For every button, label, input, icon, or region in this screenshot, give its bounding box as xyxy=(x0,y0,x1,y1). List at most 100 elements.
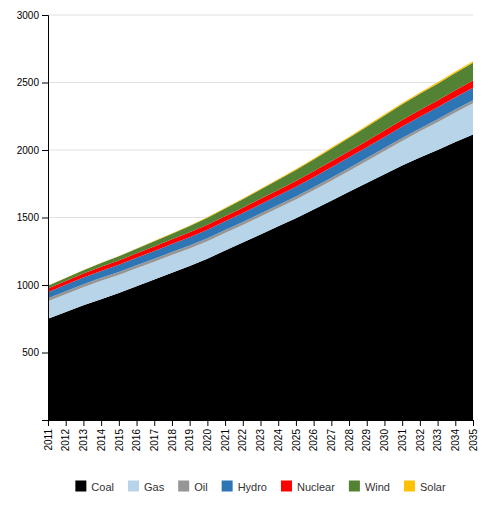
y-tick-label: 3000 xyxy=(17,10,40,21)
x-tick-label: 2014 xyxy=(96,429,107,452)
x-tick: 2026 xyxy=(308,420,319,451)
x-tick: 2030 xyxy=(379,420,390,451)
legend-label: Wind xyxy=(365,481,390,493)
x-tick-mark xyxy=(473,420,474,426)
legend-label: Oil xyxy=(194,481,207,493)
plot: 2011 2012 2013 2014 2015 2016 2017 2018 2019 2020… xyxy=(17,10,479,452)
x-tick-label: 2032 xyxy=(415,429,426,452)
x-tick: 2025 xyxy=(291,420,302,451)
y-tick: 1500 xyxy=(17,212,48,223)
x-tick-mark xyxy=(243,420,244,426)
legend-item: Oil xyxy=(178,481,207,493)
x-tick-label: 2017 xyxy=(149,429,160,452)
x-tick: 2014 xyxy=(96,420,107,451)
y-tick-label: 1000 xyxy=(17,280,40,291)
legend-label: Hydro xyxy=(238,481,267,493)
x-tick: 2028 xyxy=(344,420,355,451)
legend-label: Coal xyxy=(91,481,114,493)
area xyxy=(48,61,473,286)
legend-swatch xyxy=(349,481,360,492)
x-tick-mark xyxy=(190,420,191,426)
x-tick-mark xyxy=(66,420,67,426)
y-tick-label: 2000 xyxy=(17,145,40,156)
x-tick: 2020 xyxy=(202,420,213,451)
x-tick-label: 2020 xyxy=(202,429,213,452)
x-tick-mark xyxy=(154,420,155,426)
y-tick-label: 1500 xyxy=(17,212,40,223)
legend-item: Hydro xyxy=(222,481,267,493)
x-tick-mark xyxy=(207,420,208,426)
areas xyxy=(48,61,473,420)
x-tick: 2031 xyxy=(397,420,408,451)
x-tick-label: 2025 xyxy=(291,429,302,452)
x-tick-mark xyxy=(367,420,368,426)
x-tick-label: 2019 xyxy=(184,429,195,452)
grid-line xyxy=(48,15,473,16)
x-tick-label: 2034 xyxy=(450,429,461,452)
x-tick: 2034 xyxy=(450,420,461,451)
y-tick-mark xyxy=(42,285,48,286)
x-tick-mark xyxy=(137,420,138,426)
x-tick-mark xyxy=(331,420,332,426)
x-tick-label: 2013 xyxy=(78,429,89,452)
x-tick-label: 2022 xyxy=(237,429,248,452)
x-tick: 2019 xyxy=(184,420,195,451)
legend-swatch xyxy=(281,481,292,492)
x-tick: 2032 xyxy=(415,420,426,451)
x-tick-label: 2021 xyxy=(220,429,231,452)
y-tick-mark xyxy=(42,15,48,16)
x-tick-label: 2023 xyxy=(255,429,266,452)
x-tick-mark xyxy=(402,420,403,426)
legend-item: Nuclear xyxy=(281,481,335,493)
y-tick-mark xyxy=(42,353,48,354)
legend-item: Gas xyxy=(128,481,165,493)
y-tick: 3000 xyxy=(17,10,48,21)
x-tick-label: 2035 xyxy=(468,429,479,452)
x-tick-mark xyxy=(455,420,456,426)
y-tick: 2000 xyxy=(17,145,48,156)
legend-swatch xyxy=(75,481,86,492)
legend-swatch xyxy=(404,481,415,492)
y-tick-mark xyxy=(42,218,48,219)
legend-item: Coal xyxy=(75,481,114,493)
y-axis: 500 1000 1500 2000 2500 3000 xyxy=(17,10,49,421)
x-tick: 2011 xyxy=(43,420,54,451)
legend-label: Solar xyxy=(420,481,446,493)
x-tick-label: 2016 xyxy=(131,429,142,452)
x-tick-mark xyxy=(296,420,297,426)
area xyxy=(48,63,473,289)
x-tick: 2024 xyxy=(273,420,284,451)
y-tick: 2500 xyxy=(17,77,48,88)
x-axis: 2011 2012 2013 2014 2015 2016 2017 2018 2019 2020… xyxy=(43,420,479,451)
x-tick-label: 2027 xyxy=(326,429,337,452)
x-tick: 2033 xyxy=(432,420,443,451)
x-tick: 2021 xyxy=(220,420,231,451)
legend-swatch xyxy=(178,481,189,492)
y-axis-line xyxy=(42,16,49,421)
x-tick-label: 2012 xyxy=(60,429,71,452)
x-tick-mark xyxy=(119,420,120,426)
x-tick-mark xyxy=(278,420,279,426)
x-tick-mark xyxy=(384,420,385,426)
x-tick: 2012 xyxy=(60,420,71,451)
chart: 2011 2012 2013 2014 2015 2016 2017 2018 2019 2020… xyxy=(0,0,491,505)
x-tick-mark xyxy=(261,420,262,426)
x-tick-mark xyxy=(225,420,226,426)
y-tick-mark xyxy=(42,83,48,84)
x-tick-label: 2030 xyxy=(379,429,390,452)
y-tick-label: 500 xyxy=(22,347,39,358)
x-tick: 2018 xyxy=(167,420,178,451)
y-tick: 500 xyxy=(22,347,48,358)
legend-label: Gas xyxy=(144,481,165,493)
x-tick-label: 2024 xyxy=(273,429,284,452)
x-tick: 2017 xyxy=(149,420,160,451)
x-tick-mark xyxy=(101,420,102,426)
y-tick-label: 2500 xyxy=(17,77,40,88)
x-tick: 2013 xyxy=(78,420,89,451)
x-tick: 2023 xyxy=(255,420,266,451)
x-tick: 2015 xyxy=(114,420,125,451)
legend: Coal Gas Oil Hydro Nuclear Wind Solar xyxy=(75,481,446,493)
x-tick-label: 2028 xyxy=(344,429,355,452)
x-tick-mark xyxy=(420,420,421,426)
x-tick-mark xyxy=(349,420,350,426)
